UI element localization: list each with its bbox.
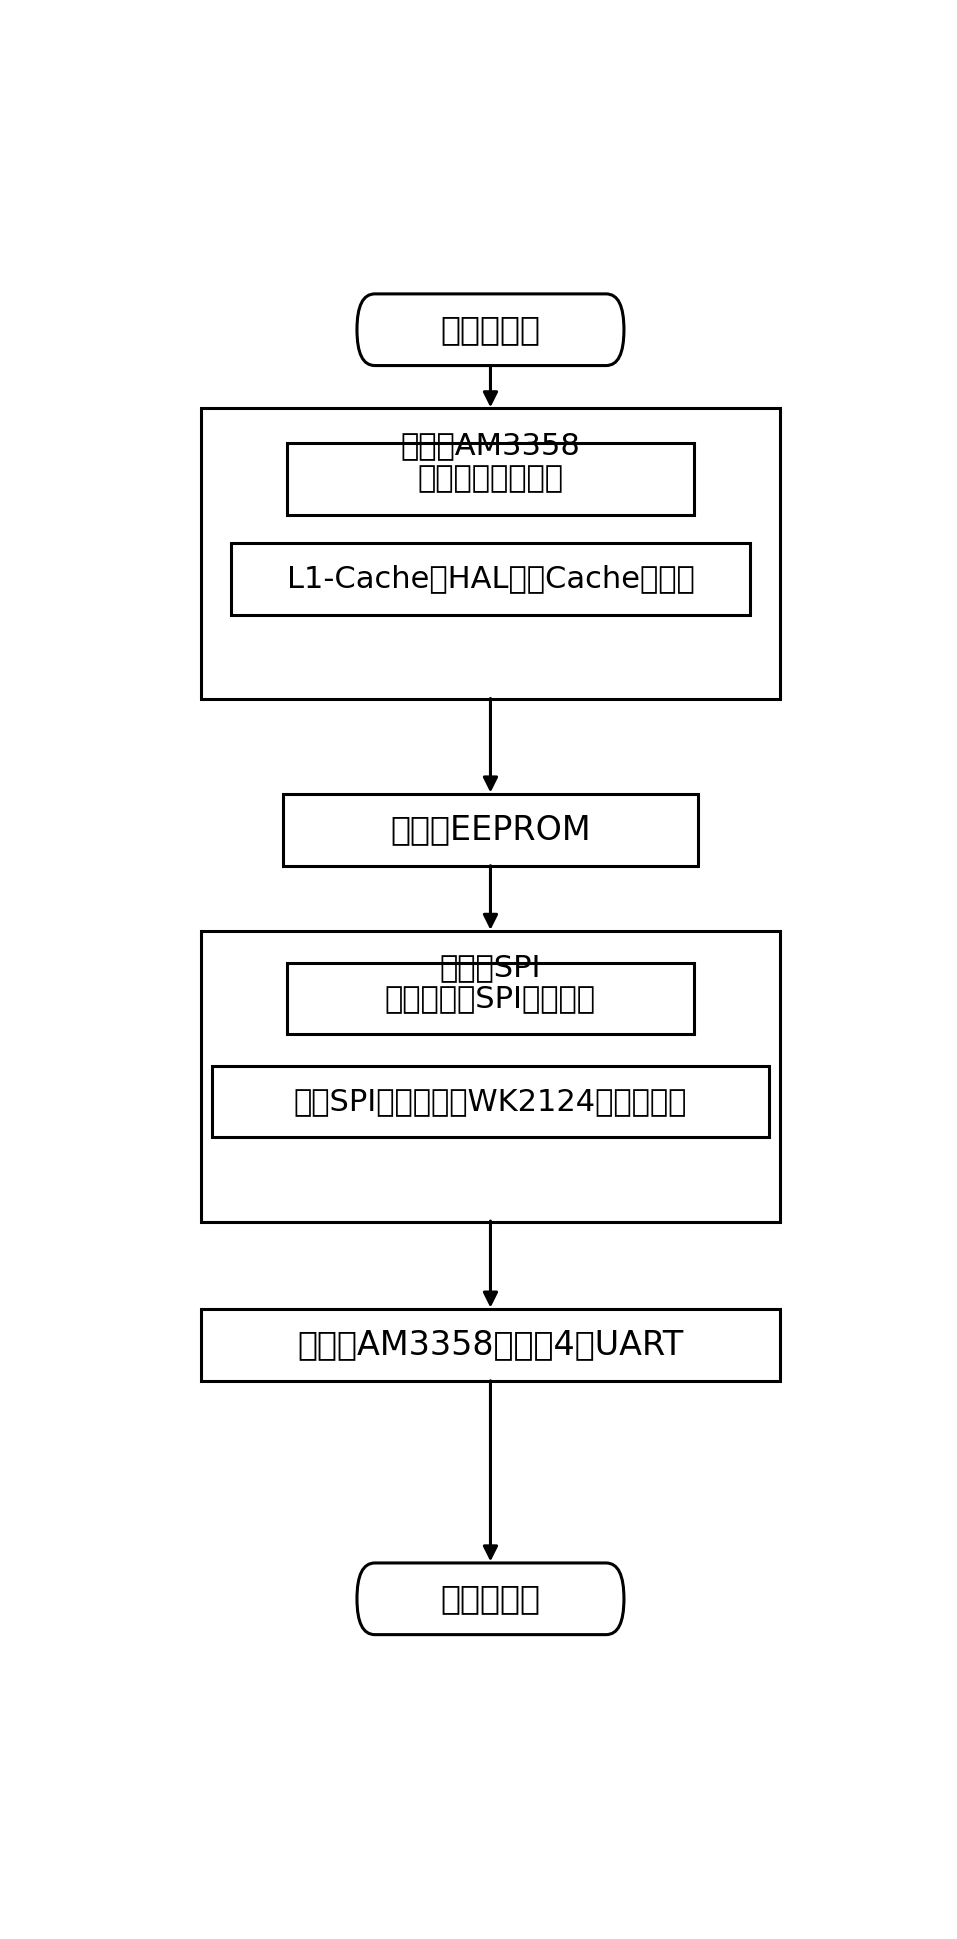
Bar [286, 964, 695, 1033]
Text: 初始化AM3358: 初始化AM3358 [401, 430, 580, 460]
Bar [201, 931, 780, 1222]
Text: 初始化主机SPI工作模式: 初始化主机SPI工作模式 [385, 985, 596, 1012]
Text: 时钟、延时初始化: 时钟、延时初始化 [417, 465, 564, 494]
Bar [212, 1066, 768, 1138]
FancyBboxPatch shape [357, 295, 624, 366]
Bar [201, 407, 780, 700]
Bar [286, 444, 695, 516]
Text: 初始化AM3358自带的4个UART: 初始化AM3358自带的4个UART [298, 1328, 683, 1361]
Bar [283, 795, 699, 865]
Text: 初始化SPI: 初始化SPI [439, 954, 542, 983]
Text: L1-Cache、HAL库、Cache初始化: L1-Cache、HAL库、Cache初始化 [286, 564, 695, 593]
Bar [231, 543, 750, 615]
Text: 通过SPI总线对两片WK2124进行初始化: 通过SPI总线对两片WK2124进行初始化 [294, 1088, 687, 1117]
Text: 开始初始化: 开始初始化 [440, 314, 541, 347]
Text: 初始化结束: 初始化结束 [440, 1582, 541, 1615]
Text: 初始化EEPROM: 初始化EEPROM [390, 812, 590, 847]
Bar [201, 1309, 780, 1381]
FancyBboxPatch shape [357, 1563, 624, 1635]
